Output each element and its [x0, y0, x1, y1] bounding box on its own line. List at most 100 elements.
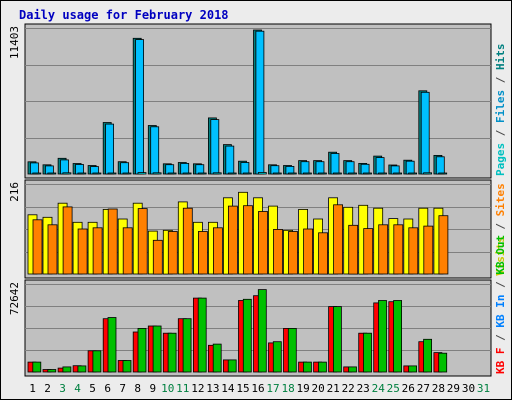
- bar-files: [120, 162, 129, 175]
- bar-sites: [408, 227, 419, 275]
- x-tick-label: 8: [134, 382, 141, 395]
- bar-kb-out: [242, 298, 252, 373]
- bar-sites: [107, 208, 118, 275]
- x-tick-label: 1: [29, 382, 36, 395]
- x-tick-label: 7: [119, 382, 126, 395]
- bar-sites: [167, 231, 178, 275]
- x-tick-label: 17: [266, 382, 279, 395]
- x-tick-label: 26: [402, 382, 415, 395]
- bar-sites: [62, 206, 73, 275]
- bar-kb-out: [257, 289, 267, 373]
- legend-entry: Sites: [494, 183, 507, 216]
- bar-pages: [212, 172, 222, 175]
- x-tick-label: 14: [221, 382, 235, 395]
- bar-pages: [363, 172, 372, 175]
- bar-kb-out: [378, 300, 387, 373]
- x-tick-label: 31: [477, 382, 490, 395]
- bar-sites: [288, 231, 298, 275]
- bar-pages: [152, 172, 162, 175]
- bar-files: [300, 161, 310, 175]
- bar-kb-out: [438, 352, 448, 373]
- chart-title: Daily usage for February 2018: [19, 8, 229, 22]
- bar-kb-out: [167, 332, 177, 373]
- bar-kb-out: [408, 365, 418, 373]
- bar-pages: [423, 172, 433, 175]
- panel-2: 216 Visits / Sites: [8, 179, 507, 279]
- bar-sites: [258, 211, 268, 275]
- legend-entry: Hits: [494, 44, 507, 71]
- bar-files: [75, 164, 84, 175]
- bar-kb-out: [32, 361, 42, 373]
- bar-sites: [47, 224, 58, 275]
- legend-entry: Pages: [494, 143, 507, 176]
- x-tick-label: 10: [161, 382, 174, 395]
- bar-files: [225, 145, 235, 175]
- bar-sites: [438, 215, 449, 275]
- bar-kb-out: [197, 297, 207, 373]
- bar-kb-out: [152, 325, 162, 373]
- legend-entry: /: [494, 216, 507, 236]
- bar-sites: [333, 204, 344, 275]
- bar-kb-out: [182, 318, 192, 373]
- bar-pages: [167, 172, 177, 175]
- bar-pages: [257, 172, 267, 175]
- bar-pages: [272, 172, 282, 175]
- bar-sites: [378, 224, 389, 275]
- bar-sites: [423, 225, 434, 275]
- x-tick-label: 20: [311, 382, 324, 395]
- bar-files: [420, 91, 430, 175]
- bar-sites: [348, 224, 359, 275]
- bar-sites: [212, 227, 223, 275]
- bar-kb-out: [423, 338, 433, 373]
- x-tick-label: 4: [74, 382, 81, 395]
- bar-pages: [92, 172, 102, 175]
- bar-files: [405, 160, 415, 175]
- bar-sites: [77, 228, 88, 275]
- bar-pages: [408, 172, 418, 175]
- bar-sites: [152, 239, 163, 275]
- bar-pages: [197, 172, 207, 175]
- x-tick-label: 6: [104, 382, 111, 395]
- bar-sites: [318, 232, 329, 275]
- bar-files: [255, 30, 265, 175]
- bar-files: [360, 163, 370, 175]
- x-tick-label: 22: [342, 382, 355, 395]
- y-max-label: 11403: [8, 26, 21, 59]
- x-tick-label: 15: [236, 382, 249, 395]
- bar-pages: [438, 172, 448, 175]
- bar-sites: [243, 205, 253, 275]
- bar-kb-out: [287, 327, 297, 373]
- x-tick-label: 3: [59, 382, 66, 395]
- bar-kb-out: [212, 343, 222, 373]
- bar-kb-out: [332, 306, 342, 373]
- axis-legend-label: Visits / Sites: [494, 183, 507, 276]
- axis-legend-label: Pages / Files / Hits: [494, 44, 507, 177]
- x-tick-label: 9: [149, 382, 156, 395]
- bar-files: [435, 156, 445, 175]
- bar-sites: [122, 227, 133, 275]
- legend-entry: KB F: [494, 348, 507, 375]
- bar-kb-out: [317, 361, 327, 373]
- bar-pages: [242, 172, 252, 175]
- bar-files: [29, 162, 39, 175]
- bar-pages: [332, 172, 342, 175]
- bar-kb-out: [107, 317, 117, 373]
- bar-kb-out: [122, 360, 132, 373]
- bar-files: [210, 119, 220, 175]
- bar-files: [135, 39, 145, 175]
- bar-files: [375, 157, 385, 175]
- bar-sites: [273, 228, 283, 275]
- bar-pages: [378, 172, 387, 175]
- bar-sites: [363, 228, 374, 275]
- bar-pages: [287, 172, 297, 175]
- bar-pages: [227, 172, 237, 175]
- legend-entry: KB In: [494, 295, 507, 328]
- x-tick-label: 18: [281, 382, 294, 395]
- x-tick-label: 12: [191, 382, 204, 395]
- bar-files: [345, 161, 355, 175]
- legend-entry: Files: [494, 90, 507, 123]
- bar-sites: [92, 227, 103, 275]
- bar-pages: [107, 172, 117, 175]
- bar-files: [105, 123, 114, 175]
